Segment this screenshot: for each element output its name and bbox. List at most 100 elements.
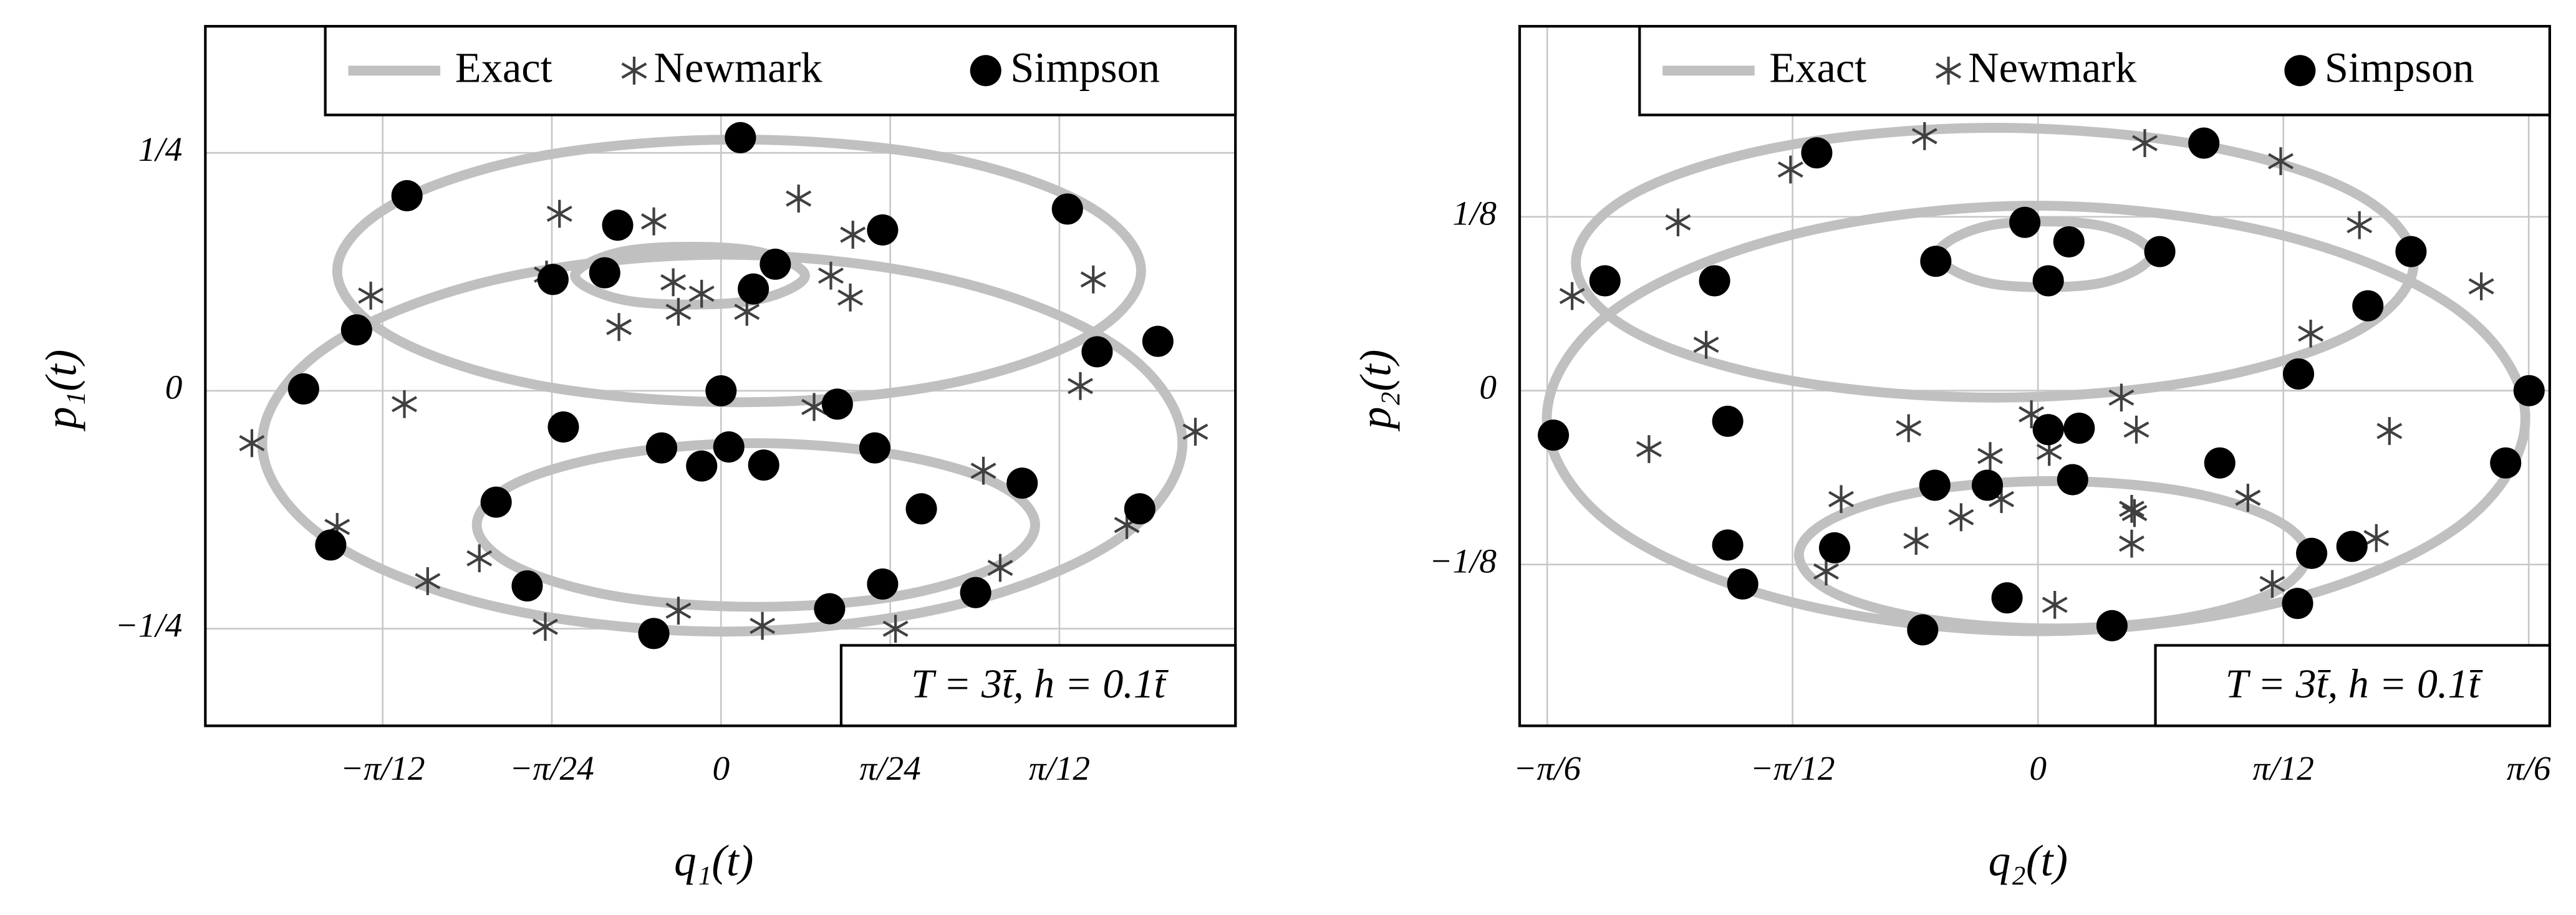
simpson-point	[1699, 265, 1730, 297]
y-axis-label: p₂(t)	[1351, 350, 1400, 432]
exact-curve	[1541, 123, 2530, 636]
simpson-point	[1801, 137, 1833, 169]
legend-label: Exact	[455, 44, 552, 92]
newmark-point	[1636, 435, 1662, 463]
newmark-point	[546, 199, 572, 228]
newmark-point	[1068, 371, 1093, 400]
newmark-point	[1080, 265, 1106, 294]
simpson-point	[2282, 358, 2315, 390]
simpson-point	[511, 570, 543, 602]
simpson-point	[2296, 537, 2328, 569]
legend-circle	[970, 55, 1001, 87]
simpson-point	[705, 375, 737, 407]
y-axis-label: p₁(t)	[37, 350, 86, 432]
newmark-point	[2268, 147, 2294, 175]
newmark-point	[688, 279, 715, 308]
y-tick-label: 0	[165, 368, 183, 406]
newmark-point	[665, 596, 692, 625]
simpson-point	[340, 314, 372, 346]
newmark-point	[2347, 211, 2373, 239]
x-tick-label: π/6	[2507, 749, 2551, 787]
newmark-point	[2376, 417, 2403, 445]
simpson-point	[2053, 226, 2085, 258]
simpson-point	[1971, 469, 2004, 501]
simpson-point	[2188, 127, 2220, 159]
simpson-point	[686, 450, 718, 482]
y-tick-label: 1/8	[1452, 194, 1497, 232]
newmark-point	[641, 207, 667, 236]
exact-curve	[257, 134, 1188, 637]
simpson-point	[2009, 206, 2041, 238]
newmark-point	[840, 221, 866, 249]
plot-area	[1538, 122, 2545, 646]
newmark-point	[818, 261, 844, 290]
y-tick-label: −1/8	[1429, 542, 1497, 580]
simpson-point	[725, 122, 756, 153]
y-tick-label: 1/4	[138, 130, 183, 168]
simpson-point	[1920, 246, 1952, 277]
newmark-point	[2235, 484, 2261, 512]
simpson-point	[748, 449, 779, 481]
newmark-point	[1948, 503, 1974, 532]
x-tick-label: π/12	[2252, 749, 2313, 787]
simpson-point	[315, 529, 347, 561]
annotation-box	[2154, 644, 2551, 727]
simpson-point	[1589, 265, 1621, 297]
subplot: −π/6 −π/12 0 π/12 π/6 −1/8 0 1/8 Exact Newmark Sim…	[1351, 25, 2551, 886]
legend: Exact Newmark Simpson	[324, 25, 1237, 117]
legend-asterisk	[621, 56, 647, 85]
simpson-point	[1051, 193, 1083, 225]
simpson-point	[645, 432, 677, 464]
simpson-point	[2032, 265, 2064, 297]
simpson-point	[760, 248, 791, 280]
simpson-point	[602, 209, 634, 241]
legend-label: Newmark	[1968, 44, 2137, 92]
newmark-point	[2119, 529, 2144, 558]
legend-label: Simpson	[1010, 44, 1160, 92]
simpson-point	[1712, 529, 1744, 561]
newmark-point	[1665, 208, 1691, 237]
newmark-point	[882, 615, 909, 643]
simpson-point	[2096, 610, 2128, 641]
x-tick-label: −π/24	[509, 749, 594, 787]
newmark-point	[2123, 415, 2149, 444]
simpson-point	[2144, 236, 2176, 267]
simpson-point	[2513, 375, 2545, 406]
x-tick-label: π/12	[1029, 749, 1090, 787]
simpson-point	[867, 568, 899, 600]
x-tick-label: 0	[2029, 749, 2047, 787]
newmark-point	[786, 184, 812, 213]
annotation: T = 3t̄, h = 0.1t̄	[2226, 661, 2484, 707]
simpson-point	[2395, 236, 2427, 267]
simpson-point	[1142, 325, 1174, 357]
newmark-point	[2042, 590, 2068, 619]
simpson-point	[2204, 447, 2236, 479]
legend-box	[1638, 25, 2551, 117]
subplot: −π/12 −π/24 0 π/24 π/12 −1/4 0 1/4 Exact Newmark S…	[37, 25, 1237, 886]
newmark-point	[1828, 485, 1854, 514]
newmark-point	[2108, 383, 2135, 412]
simpson-point	[1081, 336, 1113, 368]
newmark-point	[1896, 414, 1922, 443]
simpson-point	[814, 593, 846, 625]
simpson-point	[713, 431, 745, 463]
x-tick-label: 0	[712, 749, 730, 787]
simpson-point	[589, 257, 620, 289]
legend: Exact Newmark Simpson	[1638, 25, 2551, 117]
newmark-point	[750, 611, 776, 640]
simpson-point	[905, 493, 937, 525]
legend-circle	[2284, 55, 2316, 87]
newmark-point	[2468, 272, 2494, 300]
annotation: T = 3t̄, h = 0.1t̄	[911, 661, 1169, 707]
legend-box	[324, 25, 1237, 117]
legend-label: Newmark	[654, 44, 823, 92]
simpson-point	[638, 618, 670, 649]
newmark-point	[2119, 495, 2144, 523]
simpson-point	[2490, 447, 2522, 479]
annotation-box	[839, 644, 1237, 727]
simpson-point	[1907, 614, 1939, 646]
simpson-point	[2057, 464, 2088, 496]
newmark-point	[415, 567, 441, 595]
